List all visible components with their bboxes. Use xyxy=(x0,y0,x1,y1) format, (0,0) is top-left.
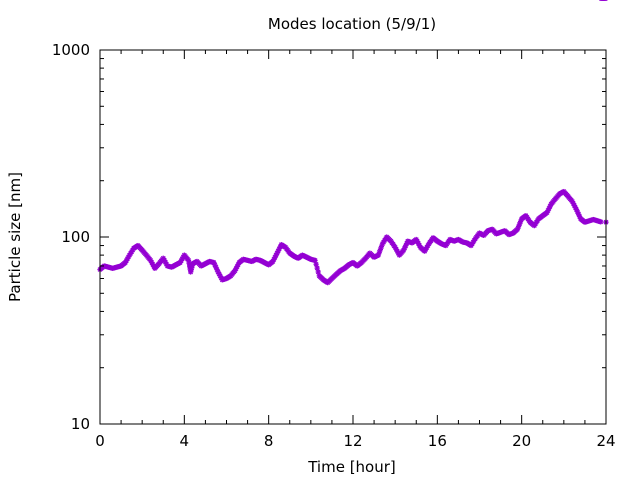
x-axis: 0 4 8 12 16 20 24 xyxy=(95,50,616,450)
y-tick-label: 100 xyxy=(61,228,90,246)
data-point xyxy=(314,265,320,271)
y-axis: 10 100 1000 xyxy=(52,41,606,433)
data-point xyxy=(235,262,241,268)
data-point xyxy=(315,269,321,275)
data-point xyxy=(313,261,319,267)
y-axis-label: Particle size [nm] xyxy=(6,172,24,302)
data-point xyxy=(547,203,553,209)
x-tick-label: 24 xyxy=(596,432,615,450)
x-tick-label: 16 xyxy=(428,432,447,450)
y-tick-label: 10 xyxy=(71,415,90,433)
data-points xyxy=(97,0,609,286)
x-tick-label: 4 xyxy=(180,432,190,450)
data-point xyxy=(598,219,604,225)
plot-frame xyxy=(99,49,607,425)
chart-title: Modes location (5/9/1) xyxy=(268,15,436,33)
x-tick-label: 12 xyxy=(343,432,362,450)
y-tick-label: 1000 xyxy=(52,41,90,59)
x-tick-label: 20 xyxy=(512,432,531,450)
data-point xyxy=(312,257,318,263)
x-tick-label: 0 xyxy=(95,432,105,450)
x-axis-label: Time [hour] xyxy=(307,458,396,476)
x-tick-label: 8 xyxy=(264,432,274,450)
